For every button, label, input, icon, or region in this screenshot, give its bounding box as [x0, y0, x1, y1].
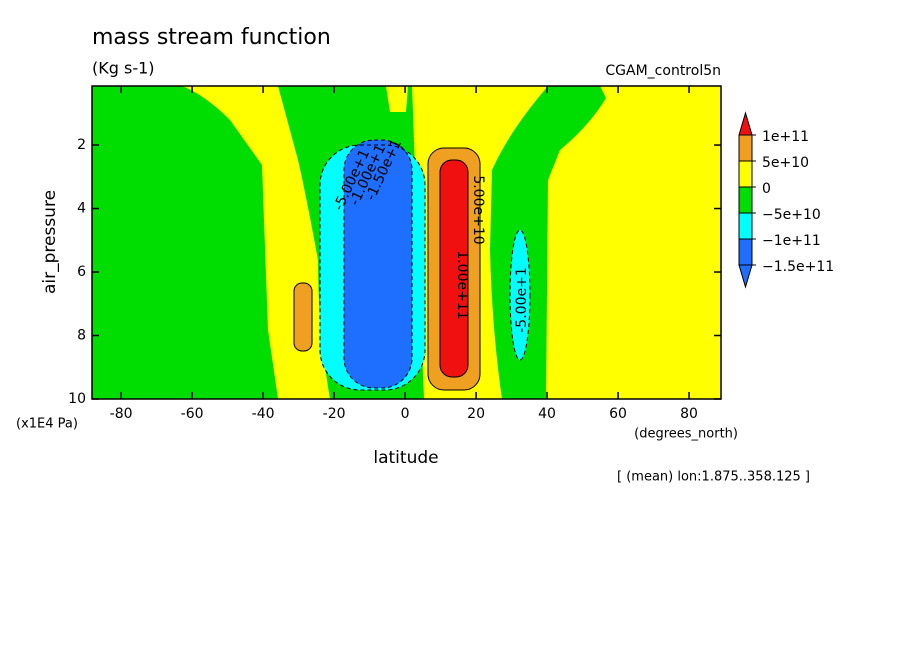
colorbar-segment — [738, 264, 753, 289]
y-unit: (x1E4 Pa) — [16, 417, 78, 432]
x-tick-label: -60 — [181, 406, 204, 422]
contour-line — [319, 144, 426, 391]
colorbar-label: −1.5e+11 — [762, 259, 834, 275]
colorbar-segment — [738, 186, 753, 214]
colorbar-segment — [738, 212, 753, 240]
contour-line — [427, 147, 481, 391]
y-tick-label: 8 — [77, 328, 86, 344]
note: [ (mean) lon:1.875..358.125 ] — [617, 470, 810, 485]
colorbar-label: −5e+10 — [762, 207, 821, 223]
colorbar-label: −1e+11 — [762, 233, 821, 249]
y-tick-label: 10 — [68, 391, 86, 407]
chart-title: mass stream function — [92, 25, 331, 50]
x-tick-label: -20 — [323, 406, 346, 422]
x-tick-label: 60 — [609, 406, 627, 422]
y-tick-label: 2 — [77, 137, 86, 153]
colorbar-label: 1e+11 — [762, 129, 809, 145]
colorbar-label: 0 — [762, 181, 771, 197]
region-red — [440, 160, 468, 377]
chart-subtitle: (Kg s-1) — [92, 59, 155, 78]
contour-field — [92, 86, 721, 399]
region-green — [92, 86, 278, 399]
region-blue — [344, 140, 412, 388]
plot-frame — [91, 85, 722, 400]
contour-label: -5.00e+1 — [514, 267, 530, 332]
x-tick-label: -80 — [110, 406, 133, 422]
x-tick-label: 80 — [680, 406, 698, 422]
y-axis-label: air_pressure — [40, 190, 60, 294]
colorbar-segment — [738, 111, 753, 136]
contour-label: 5.00e+10 — [470, 175, 486, 244]
x-unit: (degrees_north) — [634, 427, 738, 442]
contour-line — [343, 139, 413, 389]
y-tick-label: 4 — [77, 201, 86, 217]
colorbar-label: 5e+10 — [762, 155, 809, 171]
x-tick-label: -40 — [252, 406, 275, 422]
x-axis-label: latitude — [373, 448, 438, 468]
contour-line — [439, 159, 469, 378]
region-orange — [294, 283, 312, 351]
contour-line — [293, 282, 313, 352]
region-cyan — [510, 230, 530, 360]
colorbar-segment — [738, 238, 753, 266]
y-tick-label: 6 — [77, 264, 86, 280]
contour-line — [509, 229, 531, 361]
contour-label: 1.00e+11 — [454, 250, 470, 319]
x-tick-label: 20 — [467, 406, 485, 422]
colorbar-segment — [738, 160, 753, 188]
colorbar-segment — [738, 134, 753, 162]
dataset-label: CGAM_control5n — [605, 63, 721, 79]
x-tick-label: 0 — [401, 406, 410, 422]
x-tick-label: 40 — [538, 406, 556, 422]
